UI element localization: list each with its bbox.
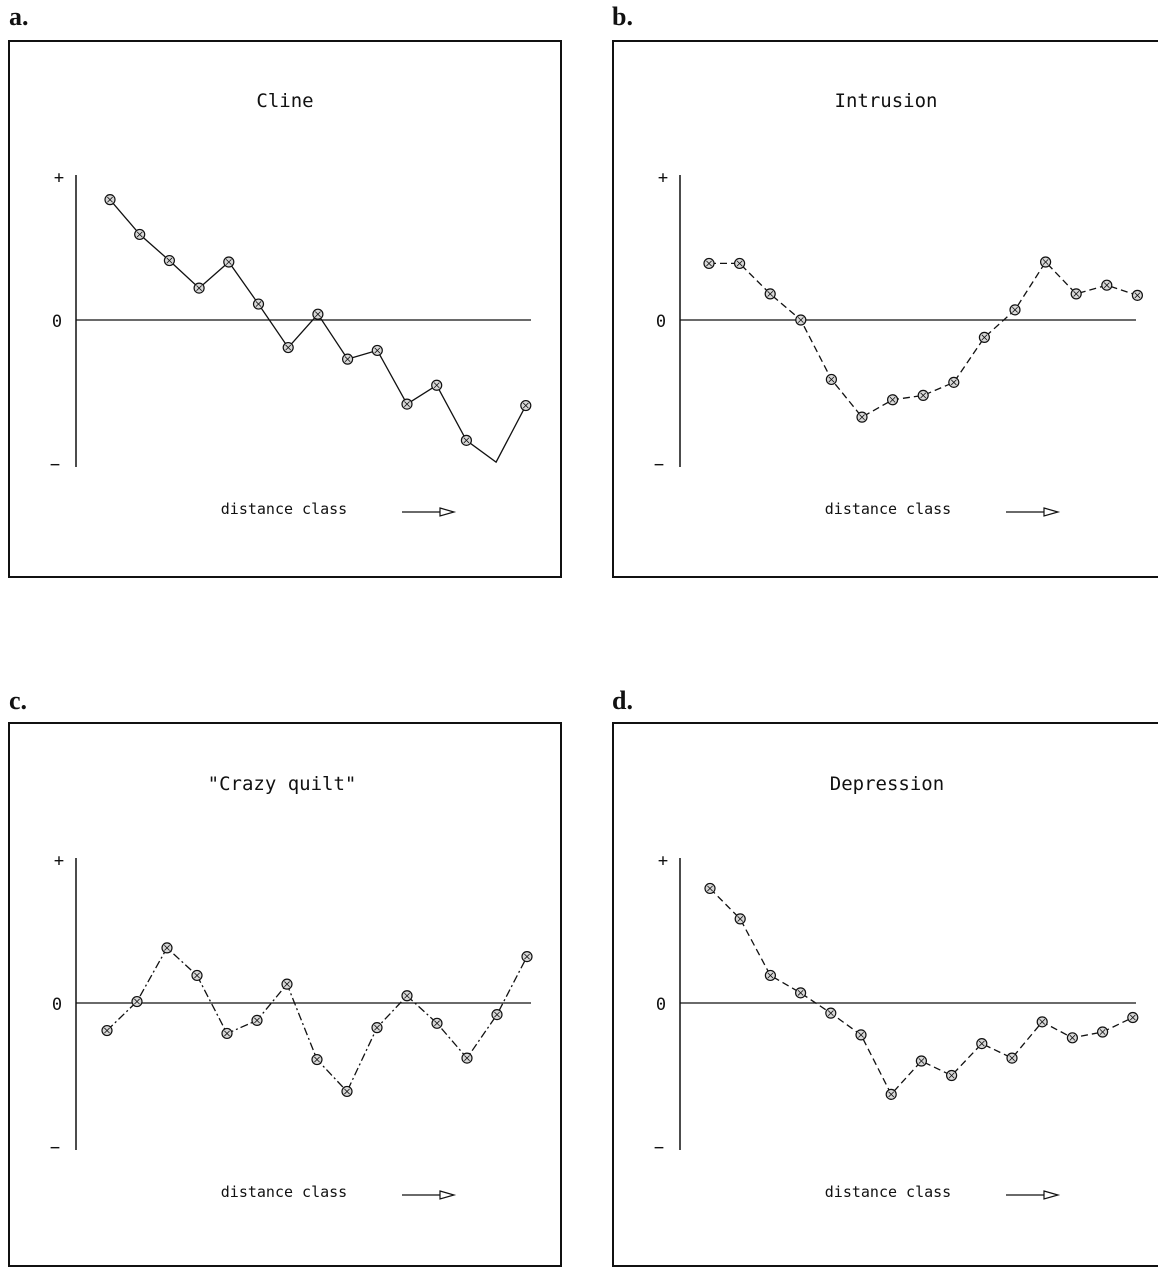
- ytick-minus-c: −: [50, 1138, 60, 1158]
- data-point-hatch2-c-11: [404, 992, 410, 999]
- panel-label-d: d.: [612, 686, 633, 715]
- data-point-hatch2-d-6: [858, 1032, 864, 1038]
- data-point-hatch2-d-11: [1009, 1055, 1015, 1061]
- data-point-hatch2-b-8: [920, 392, 927, 399]
- x-arrow-head-a: [439, 507, 457, 517]
- panel-label-b: b.: [612, 2, 633, 31]
- data-point-hatch2-d-9: [948, 1072, 955, 1079]
- data-point-hatch2-b-1: [706, 260, 712, 267]
- data-point-hatch2-c-4: [194, 972, 200, 979]
- data-point-hatch2-b-15: [1134, 292, 1141, 299]
- series-line-a: [109, 199, 527, 464]
- data-point-hatch2-d-2: [737, 916, 744, 922]
- data-point-hatch2-b-12: [1042, 259, 1049, 265]
- ytick-minus-b: −: [654, 455, 664, 475]
- x-arrow-head-c: [439, 1190, 457, 1200]
- data-point-hatch2-c-1: [104, 1027, 110, 1034]
- ytick-plus-c: +: [54, 851, 64, 871]
- ytick-plus-d: +: [658, 851, 668, 871]
- data-point-hatch2-d-3: [767, 972, 774, 979]
- data-point-hatch2-d-12: [1039, 1018, 1046, 1025]
- data-point-hatch2-b-14: [1103, 282, 1110, 289]
- data-point-hatch2-b-6: [859, 414, 865, 421]
- data-point-hatch2-a-8: [315, 311, 321, 318]
- data-point-hatch2-a-11: [404, 401, 410, 407]
- data-point-hatch2-c-12: [434, 1020, 440, 1027]
- data-point-hatch2-c-2: [134, 998, 140, 1005]
- data-point-hatch2-c-8: [314, 1056, 320, 1063]
- data-point-hatch2-d-8: [918, 1058, 925, 1064]
- series-line-c: [106, 946, 528, 1093]
- data-point-hatch2-c-7: [284, 981, 290, 988]
- xaxis-label-c: distance class: [221, 1183, 347, 1201]
- data-point-hatch2-b-2: [736, 260, 743, 267]
- chart-title-a: Cline: [256, 90, 313, 112]
- data-point-hatch2-b-9: [950, 379, 957, 386]
- data-point-hatch2-b-13: [1073, 291, 1080, 297]
- data-point-hatch2-d-5: [827, 1010, 834, 1017]
- data-point-hatch2-a-13: [463, 437, 470, 444]
- data-point-hatch2-c-15: [524, 953, 530, 960]
- data-point-hatch2-a-15: [522, 402, 529, 409]
- data-point-hatch2-a-6: [255, 301, 262, 307]
- data-point-hatch2-d-1: [707, 885, 713, 892]
- data-point-hatch2-b-5: [828, 376, 835, 383]
- data-point-hatch2-a-3: [166, 257, 173, 264]
- data-point-hatch2-b-3: [767, 291, 774, 297]
- series-line-d: [709, 888, 1134, 1096]
- data-point-hatch2-b-11: [1012, 306, 1018, 313]
- xaxis-label-b: distance class: [825, 500, 951, 518]
- chart-title-b: Intrusion: [835, 90, 938, 112]
- data-point-hatch2-a-7: [285, 344, 292, 351]
- data-point-hatch2-a-1: [107, 196, 113, 203]
- chart-title-c: "Crazy quilt": [208, 773, 357, 795]
- data-point-hatch2-a-9: [344, 356, 351, 363]
- xaxis-label-a: distance class: [221, 500, 347, 518]
- data-point-hatch2-d-4: [797, 989, 804, 996]
- data-point-hatch2-c-5: [224, 1030, 230, 1037]
- data-point-hatch2-b-7: [889, 396, 896, 403]
- data-point-hatch2-d-15: [1129, 1014, 1136, 1021]
- ytick-zero-c: 0: [52, 995, 62, 1015]
- data-point-hatch2-a-4: [196, 285, 202, 291]
- data-point-hatch2-d-13: [1069, 1034, 1076, 1041]
- xaxis-label-d: distance class: [825, 1183, 951, 1201]
- data-point-hatch2-d-14: [1099, 1029, 1106, 1035]
- ytick-plus-b: +: [658, 168, 668, 188]
- data-point-hatch2-d-7: [888, 1091, 895, 1098]
- ytick-plus-a: +: [54, 168, 64, 188]
- data-point-hatch2-c-6: [254, 1017, 260, 1024]
- ytick-minus-a: −: [50, 455, 60, 475]
- panel-label-c: c.: [9, 686, 28, 715]
- panel-frame-c: [8, 722, 562, 1267]
- data-point-hatch2-c-13: [464, 1055, 470, 1061]
- data-point-hatch2-c-3: [164, 945, 170, 951]
- x-arrow-head-d: [1043, 1190, 1061, 1200]
- panel-frame-b: [612, 40, 1158, 578]
- data-point-hatch2-c-10: [374, 1024, 380, 1031]
- data-point-hatch2-b-10: [981, 334, 988, 341]
- ytick-zero-b: 0: [656, 312, 666, 332]
- panel-label-a: a.: [9, 2, 29, 31]
- series-line-b: [709, 260, 1138, 418]
- ytick-zero-a: 0: [52, 312, 62, 332]
- data-point-hatch2-a-5: [225, 259, 232, 265]
- data-point-hatch2-d-10: [978, 1040, 985, 1047]
- data-point-hatch2-c-9: [344, 1088, 350, 1095]
- panel-frame-a: [8, 40, 562, 578]
- chart-title-d: Depression: [830, 773, 944, 795]
- data-point-hatch2-c-14: [494, 1011, 500, 1018]
- data-point-hatch2-a-2: [136, 231, 143, 238]
- ytick-minus-d: −: [654, 1138, 664, 1158]
- data-point-hatch2-a-12: [433, 382, 440, 389]
- ytick-zero-d: 0: [656, 995, 666, 1015]
- data-point-hatch2-b-4: [797, 317, 804, 323]
- data-point-hatch2-a-10: [374, 347, 381, 354]
- x-arrow-head-b: [1043, 507, 1061, 517]
